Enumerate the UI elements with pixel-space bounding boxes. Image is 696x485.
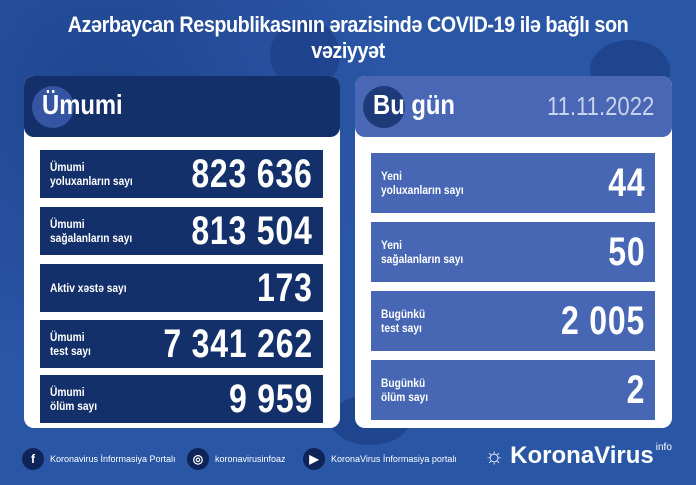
- stat-row: Ümumi yoluxanların sayı 823 636: [40, 150, 323, 198]
- logo-sup: info: [655, 442, 672, 453]
- virus-icon: [363, 86, 405, 128]
- logo-text: KoronaVirus: [510, 442, 654, 469]
- stat-row: Aktiv xəstə sayı 173: [40, 264, 323, 312]
- instagram-label: koronavirusinfoaz: [215, 454, 286, 464]
- stat-label: Yeni yoluxanların sayı: [381, 169, 464, 197]
- stat-label: Aktiv xəstə sayı: [50, 281, 127, 295]
- facebook-label: Koronavirus İnformasiya Portalı: [50, 454, 176, 464]
- stat-value: 7 341 262: [163, 321, 313, 366]
- stat-label: Ümumi ölüm sayı: [50, 385, 98, 413]
- koronavirus-logo: ☼ KoronaVirus info: [484, 442, 672, 470]
- stat-value: 9 959: [228, 376, 313, 421]
- instagram-link[interactable]: ◎ koronavirusinfoaz: [187, 448, 286, 470]
- stat-value: 823 636: [191, 151, 313, 196]
- stat-row: Ümumi test sayı 7 341 262: [40, 320, 323, 368]
- total-heading: Ümumi: [42, 89, 123, 120]
- virus-icon: [32, 86, 74, 128]
- stat-label: Ümumi sağalanların sayı: [50, 217, 133, 245]
- stat-value: 44: [607, 160, 645, 205]
- stat-value: 2 005: [560, 298, 645, 343]
- stat-label: Ümumi test sayı: [50, 330, 91, 358]
- stat-value: 50: [607, 229, 645, 274]
- stat-row: Bugünkü test sayı 2 005: [371, 291, 655, 351]
- stat-label: Bugünkü test sayı: [381, 307, 426, 335]
- stat-row: Ümumi sağalanların sayı 813 504: [40, 207, 323, 255]
- facebook-icon: f: [22, 448, 44, 470]
- youtube-link[interactable]: ▶ KoronaVirus İnformasiya portalı: [303, 448, 457, 470]
- youtube-label: KoronaVirus İnformasiya portalı: [331, 454, 457, 464]
- facebook-link[interactable]: f Koronavirus İnformasiya Portalı: [22, 448, 176, 470]
- stat-row: Yeni yoluxanların sayı 44: [371, 153, 655, 213]
- sun-icon: ☼: [484, 443, 505, 468]
- page-title: Azərbaycan Respublikasının ərazisində CO…: [67, 12, 629, 63]
- stat-label: Yeni sağalanların sayı: [381, 238, 464, 266]
- stat-row: Bugünkü ölüm sayı 2: [371, 360, 655, 420]
- today-panel: Bu gün 11.11.2022 Yeni yoluxanların sayı…: [355, 76, 672, 428]
- today-heading: Bu gün: [373, 89, 455, 120]
- stat-value: 813 504: [191, 208, 313, 253]
- instagram-icon: ◎: [187, 448, 209, 470]
- stat-value: 2: [626, 367, 645, 412]
- today-header: Bu gün 11.11.2022: [355, 76, 672, 137]
- stat-value: 173: [257, 265, 313, 310]
- stat-label: Ümumi yoluxanların sayı: [50, 160, 133, 188]
- total-header: Ümumi: [24, 76, 340, 137]
- date: 11.11.2022: [546, 91, 654, 121]
- stat-row: Ümumi ölüm sayı 9 959: [40, 375, 323, 423]
- stat-label: Bugünkü ölüm sayı: [381, 376, 429, 404]
- stat-row: Yeni sağalanların sayı 50: [371, 222, 655, 282]
- total-panel: Ümumi Ümumi yoluxanların sayı 823 636 Ümu…: [24, 76, 340, 428]
- youtube-icon: ▶: [303, 448, 325, 470]
